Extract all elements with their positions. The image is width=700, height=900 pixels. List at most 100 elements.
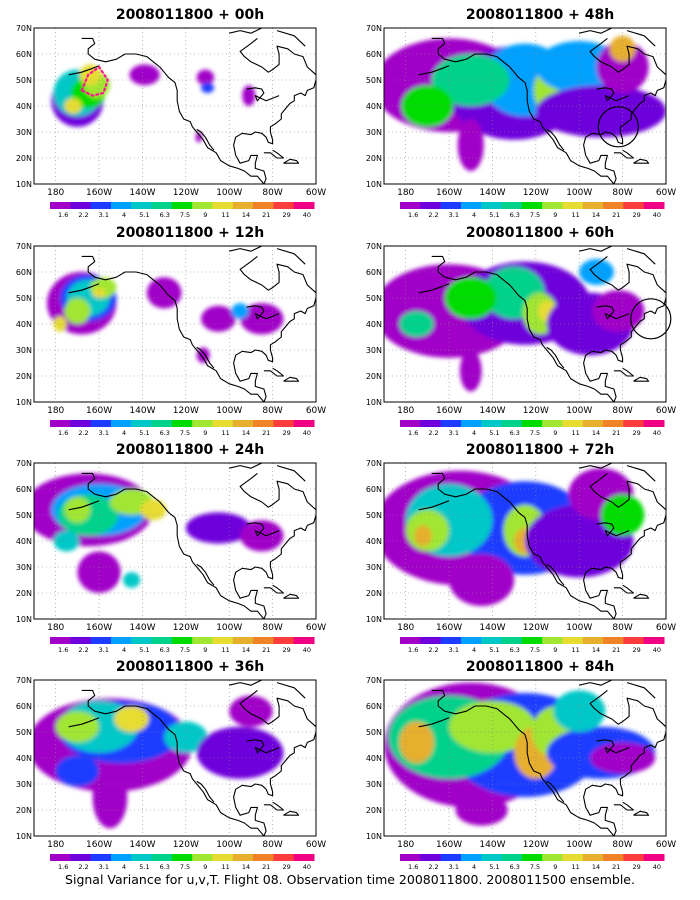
colorbar-label: 3.1	[449, 429, 459, 437]
colorbar-swatch	[70, 202, 92, 209]
colorbar-swatch	[420, 854, 442, 861]
variance-field	[384, 682, 656, 826]
colorbar-swatch	[400, 420, 421, 427]
coastline	[431, 37, 615, 184]
colorbar-swatch	[253, 202, 274, 209]
lat-tick-label: 10N	[366, 398, 382, 407]
colorbar-swatch	[50, 420, 71, 427]
variance-contour	[201, 82, 215, 94]
colorbar-label: 5.1	[489, 863, 499, 871]
coastlines	[68, 680, 316, 836]
coastline	[263, 367, 285, 377]
colorbar-swatch	[521, 637, 543, 644]
lon-tick-label: 120W	[173, 188, 199, 198]
lat-tick-label: 20N	[16, 589, 32, 598]
lat-tick-label: 30N	[366, 780, 382, 789]
coastline	[418, 283, 450, 294]
colorbar-swatch	[542, 854, 563, 861]
coastline	[246, 305, 280, 320]
colorbar-swatch	[253, 854, 274, 861]
colorbar-label: 40	[653, 863, 661, 871]
colorbar-swatch	[501, 202, 523, 209]
lat-tick-label: 20N	[16, 372, 32, 381]
lat-tick-label: 10N	[16, 180, 32, 189]
colorbar-label: 3.1	[99, 211, 109, 219]
variance-field	[34, 695, 284, 829]
colorbar-swatch	[192, 202, 213, 209]
colorbar-label: 14	[242, 429, 250, 437]
colorbar-label: 3.1	[449, 646, 459, 654]
colorbar-label: 1.6	[408, 211, 418, 219]
lon-tick-label: 80W	[612, 406, 632, 416]
colorbar-label: 14	[242, 211, 250, 219]
coastline	[239, 472, 316, 511]
coastline	[613, 801, 635, 811]
observation-region-outline	[80, 65, 109, 97]
colorbar-swatch	[70, 854, 92, 861]
coastline	[596, 739, 630, 754]
variance-contour	[201, 305, 236, 332]
lat-tick-label: 50N	[366, 294, 382, 303]
colorbar-label: 29	[282, 646, 290, 654]
coastline	[596, 87, 630, 102]
colorbar-swatch	[623, 637, 645, 644]
coastline	[613, 584, 635, 594]
panel-title: 2008011800 + 00h	[115, 7, 265, 23]
lat-tick-label: 30N	[366, 128, 382, 137]
coastline	[546, 780, 565, 803]
colorbar-label: 14	[592, 211, 600, 219]
coastline	[246, 522, 280, 537]
lon-tick-label: 80W	[262, 406, 282, 416]
colorbar-swatch	[623, 854, 645, 861]
colorbar-swatch	[273, 637, 295, 644]
colorbar-swatch	[582, 202, 604, 209]
lon-tick-label: 120W	[173, 623, 199, 633]
colorbar-swatch	[582, 420, 604, 427]
colorbar-swatch	[110, 854, 132, 861]
colorbar-swatch	[562, 202, 584, 209]
variance-map: 70N 60N 50N 40N 30N 20N 10N 180 160W 140W 120W 100W…	[366, 242, 676, 437]
colorbar-swatch	[90, 854, 112, 861]
coastline	[626, 465, 656, 482]
variance-contour	[146, 277, 182, 309]
colorbar-label: 11	[222, 863, 230, 871]
lat-tick-label: 40N	[16, 537, 32, 546]
colorbar-label: 21	[612, 863, 620, 871]
coastline	[283, 376, 300, 382]
variance-contour	[459, 350, 482, 392]
variance-contour	[64, 496, 91, 523]
colorbar-swatch	[151, 854, 173, 861]
coastline	[229, 246, 263, 252]
lon-tick-label: 60W	[306, 188, 326, 198]
map-frame	[33, 245, 317, 403]
coastlines	[418, 28, 666, 184]
colorbar-label: 40	[303, 429, 311, 437]
colorbar-swatch	[192, 854, 213, 861]
lon-tick-label: 180	[47, 840, 64, 850]
coastline	[68, 283, 100, 294]
coastline	[263, 149, 285, 159]
panel-title: 2008011800 + 12h	[115, 225, 265, 241]
lon-tick-label: 80W	[262, 840, 282, 850]
lon-tick-label: 100W	[216, 188, 242, 198]
colorbar-label: 9	[203, 429, 207, 437]
lon-tick-label: 100W	[566, 188, 592, 198]
variance-contour	[457, 119, 484, 171]
lon-tick-label: 60W	[306, 840, 326, 850]
coastlines	[418, 463, 666, 619]
colorbar: 1.6 2.2 3.1 4 5.1 6.3 7.5 9 11 14 21 29 40	[400, 854, 665, 871]
colorbar-swatch	[623, 202, 645, 209]
colorbar-label: 11	[572, 429, 580, 437]
colorbar-swatch	[151, 420, 173, 427]
colorbar-label: 9	[203, 863, 207, 871]
colorbar-label: 11	[222, 646, 230, 654]
colorbar-swatch	[400, 202, 421, 209]
variance-map: 70N 60N 50N 40N 30N 20N 10N 180 160W 140W 120W 100W…	[16, 676, 326, 871]
colorbar-swatch	[192, 420, 213, 427]
lat-tick-label: 20N	[366, 154, 382, 163]
coastline	[276, 682, 306, 699]
lon-tick-label: 120W	[173, 406, 199, 416]
colorbar-swatch	[501, 637, 523, 644]
lat-tick-label: 60N	[16, 268, 32, 277]
lat-tick-label: 20N	[16, 154, 32, 163]
